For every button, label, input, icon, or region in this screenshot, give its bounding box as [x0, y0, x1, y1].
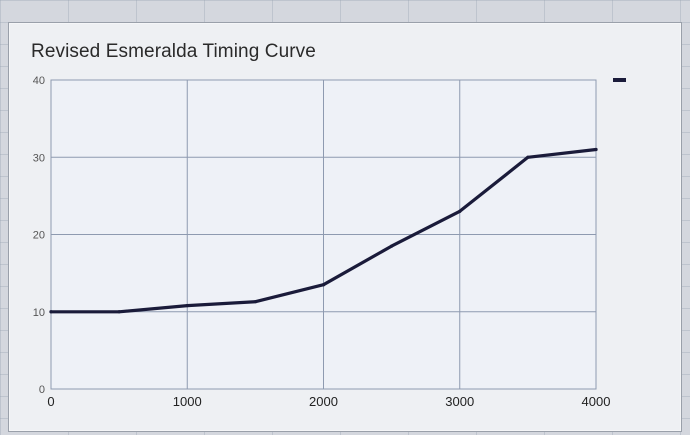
x-tick-labels: 0 1000 2000 3000 4000: [47, 394, 610, 409]
data-point: [458, 209, 462, 213]
grid-lines: [50, 79, 597, 390]
chart-svg: 0 10 20 30 40 0 1000 2000 3000 4000: [33, 75, 626, 409]
y-tick-labels: 0 10 20 30 40: [33, 75, 45, 396]
data-point: [117, 310, 121, 314]
data-point: [253, 300, 257, 304]
data-point: [185, 303, 189, 308]
x-tick-label: 4000: [582, 394, 611, 409]
x-tick-label: 2000: [309, 394, 338, 409]
x-tick-label: 3000: [445, 394, 474, 409]
series-layer: [49, 147, 598, 314]
chart-container[interactable]: Revised Esmeralda Timing Curve 0 10 20 30 40…: [8, 22, 682, 432]
data-point: [526, 155, 530, 159]
data-point: [594, 147, 598, 152]
chart-title: Revised Esmeralda Timing Curve: [31, 41, 316, 62]
data-point: [390, 244, 394, 248]
y-tick-label: 0: [39, 384, 45, 396]
data-point: [49, 310, 53, 314]
y-tick-label: 20: [33, 230, 45, 242]
x-tick-label: 1000: [173, 394, 202, 409]
legend-swatch: [613, 78, 626, 82]
y-tick-label: 30: [33, 152, 45, 164]
x-tick-label: 0: [47, 394, 54, 409]
y-tick-label: 10: [33, 307, 45, 319]
data-point: [321, 283, 326, 287]
y-tick-label: 40: [33, 75, 45, 87]
